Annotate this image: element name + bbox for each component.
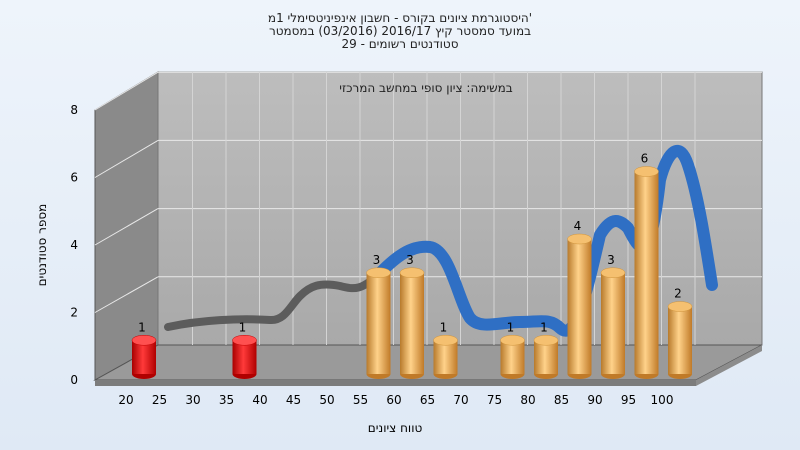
x-tick-label: 25 <box>152 393 167 407</box>
bar-90 <box>600 267 626 379</box>
x-tick-label: 45 <box>286 393 301 407</box>
bar-value-label: 1 <box>540 320 548 334</box>
x-tick-label: 70 <box>453 393 468 407</box>
bar-value-label: 1 <box>440 320 448 334</box>
y-tick-label: 0 <box>70 373 78 387</box>
bar-85 <box>567 233 592 379</box>
bar-value-label: 1 <box>138 320 146 334</box>
x-tick-label: 65 <box>420 393 435 407</box>
x-tick-label: 60 <box>386 393 401 407</box>
x-tick-label: 85 <box>554 393 569 407</box>
value-labels: 1 1 3 3 1 1 1 4 3 6 2 <box>138 152 682 335</box>
y-tick-label: 4 <box>70 238 78 252</box>
x-axis-ticks: 20 25 30 35 40 45 50 55 60 65 70 75 80 85 90 95 100 <box>118 393 673 407</box>
chart-title-line-3: 29 - סטודנטים רשומים <box>341 37 458 51</box>
bar-75 <box>500 335 525 379</box>
x-tick-label: 75 <box>487 393 502 407</box>
bar-value-label: 3 <box>406 253 414 267</box>
chart-title-line-2: במועד סמסטר קיץ 2016/17 (03/2016) במסמטר <box>269 24 531 38</box>
floor-edge <box>95 380 696 386</box>
x-tick-label: 90 <box>587 393 602 407</box>
y-tick-label: 2 <box>70 306 78 320</box>
gridline-side <box>94 276 159 313</box>
bar-value-label: 1 <box>507 320 515 334</box>
x-tick-label: 50 <box>319 393 334 407</box>
bar-value-label: 6 <box>641 152 649 166</box>
x-tick-label: 80 <box>520 393 535 407</box>
right-edge <box>696 345 762 386</box>
x-tick-label: 40 <box>252 393 267 407</box>
gridline-side <box>94 139 159 178</box>
bar-value-label: 2 <box>674 287 682 301</box>
chart-title-line-1: היסטוגרמת ציונים בקורס - חשבון אינפיניטס… <box>268 11 532 25</box>
bar-value-label: 1 <box>239 320 247 334</box>
floor <box>93 344 763 381</box>
x-axis-label: טווח ציונים <box>368 421 423 435</box>
y-axis-ticks: 0 2 4 6 8 <box>70 103 78 387</box>
bar-95 <box>634 166 659 379</box>
bar-55 <box>366 267 391 379</box>
bar-value-label: 3 <box>607 253 615 267</box>
bar-value-label: 3 <box>373 253 381 267</box>
x-tick-label: 95 <box>621 393 636 407</box>
bar-60 <box>399 267 425 379</box>
x-tick-label: 30 <box>185 393 200 407</box>
x-tick-label: 55 <box>353 393 368 407</box>
bar-20 <box>131 335 157 379</box>
y-axis-label: מספר סטודנטים <box>35 204 49 287</box>
gridline-side <box>94 208 159 246</box>
distribution-curve-gray <box>164 269 384 331</box>
x-tick-label: 35 <box>219 393 234 407</box>
gridline-side <box>94 71 159 111</box>
bar-65 <box>433 335 458 379</box>
chart-annotation: במשימה: ציון סופי במחשב המרכזי <box>339 81 513 95</box>
bar-80 <box>533 335 559 379</box>
grid-lines <box>94 71 762 345</box>
y-tick-label: 8 <box>70 103 78 117</box>
bars <box>131 166 693 379</box>
x-tick-label: 20 <box>118 393 133 407</box>
left-wall <box>94 71 159 381</box>
bar-100 <box>667 301 693 379</box>
bar-value-label: 4 <box>574 219 582 233</box>
x-tick-label: 100 <box>651 393 674 407</box>
bar-35 <box>232 335 257 379</box>
y-tick-label: 6 <box>70 171 78 185</box>
